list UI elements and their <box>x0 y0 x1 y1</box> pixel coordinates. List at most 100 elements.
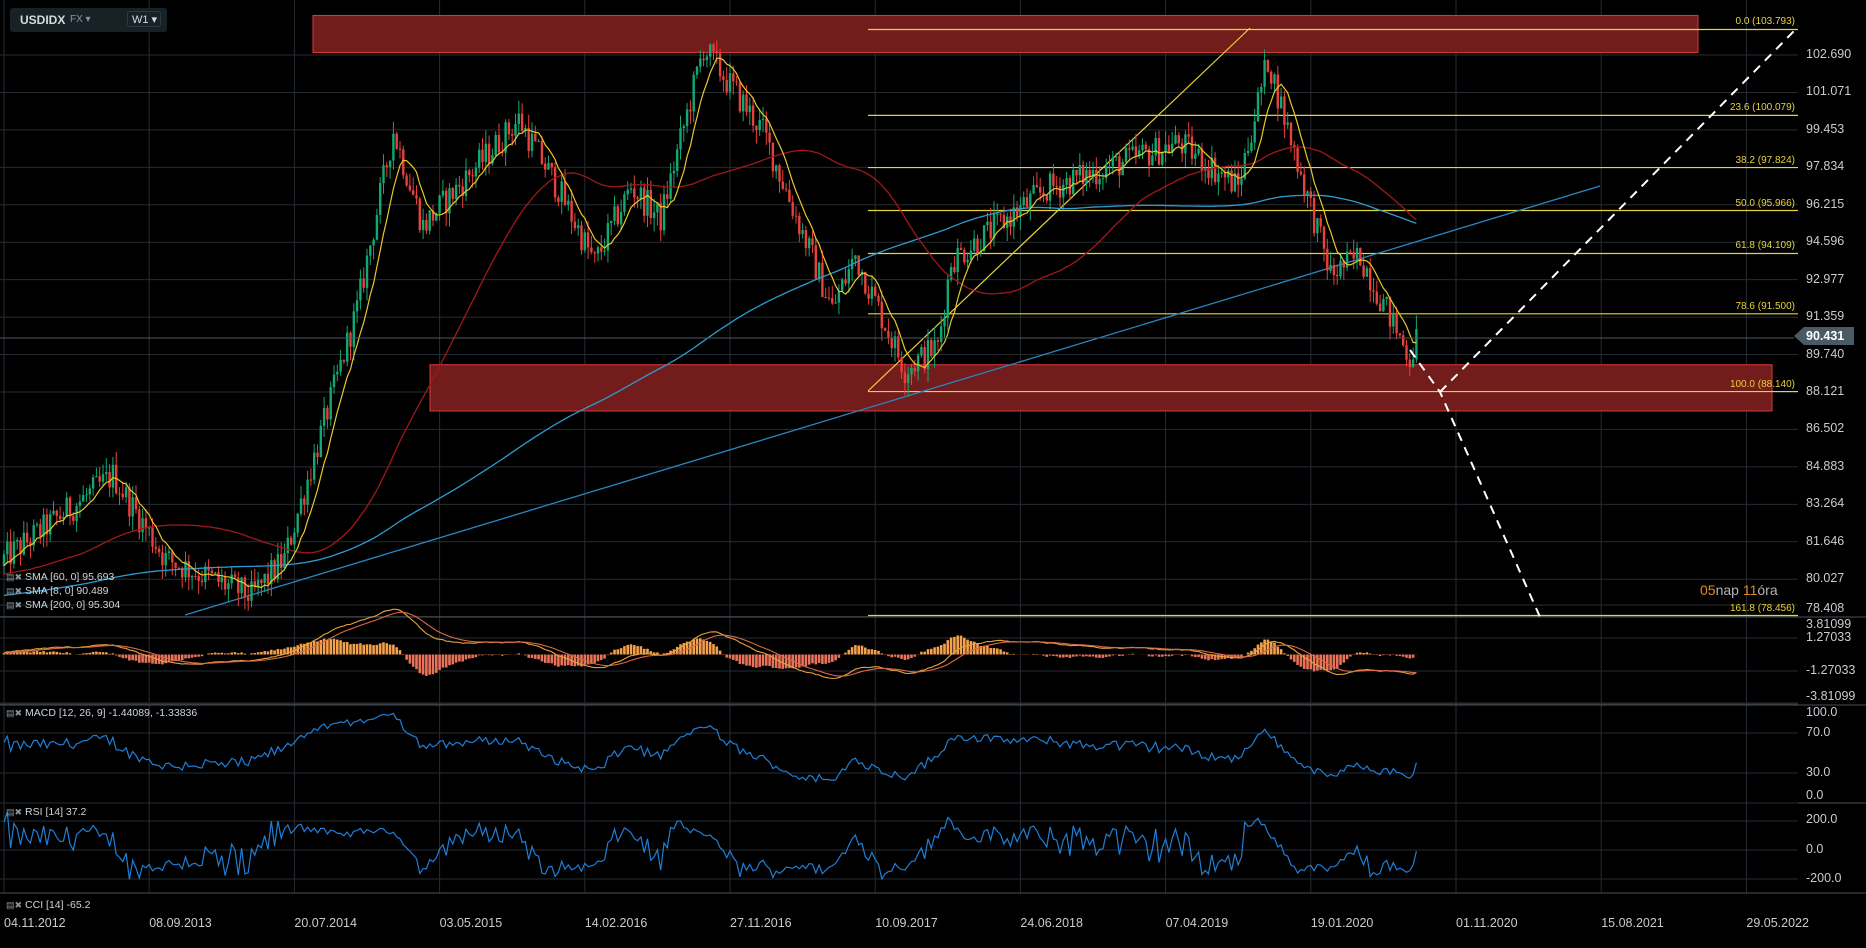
candle <box>659 193 662 242</box>
candle <box>184 551 187 583</box>
candle-body <box>1276 74 1279 109</box>
settings-icon[interactable]: ▤✖ <box>6 708 23 718</box>
price-axis-label: 78.408 <box>1806 601 1845 615</box>
macd-histogram-bar <box>438 654 441 671</box>
macd-histogram-bar <box>395 647 398 655</box>
macd-histogram-bar <box>121 654 125 659</box>
candle-body <box>164 552 167 566</box>
macd-histogram-bar <box>1329 654 1332 671</box>
macd-histogram-bar <box>725 654 728 658</box>
legend-sma60[interactable]: ▤✖ SMA [60, 0] 95.693 <box>6 571 114 583</box>
macd-histogram-bar <box>332 638 336 655</box>
candle <box>1336 264 1339 285</box>
candle <box>233 570 237 578</box>
candle <box>735 76 738 86</box>
candle <box>804 225 808 257</box>
candle-body <box>600 247 603 252</box>
candle <box>1266 59 1270 73</box>
settings-icon[interactable]: ▤✖ <box>6 586 23 596</box>
candle-body <box>303 498 306 505</box>
candle <box>167 546 171 560</box>
candle <box>6 532 9 564</box>
candle-body <box>58 515 62 520</box>
candle <box>613 195 616 226</box>
candle-body <box>676 149 679 171</box>
candle <box>847 259 850 293</box>
candle-body <box>1157 137 1161 165</box>
macd-histogram-bar <box>65 652 68 655</box>
legend-rsi[interactable]: ▤✖ RSI [14] 37.2 <box>6 806 86 818</box>
macd-histogram-bar <box>194 654 197 658</box>
macd-histogram-bar <box>913 654 917 657</box>
candle <box>996 203 999 226</box>
candle <box>438 194 441 221</box>
macd-histogram-bar <box>210 653 214 655</box>
candle <box>52 501 55 516</box>
price-axis-label: 86.502 <box>1806 421 1845 436</box>
settings-icon[interactable]: ▤✖ <box>6 600 23 610</box>
legend-macd[interactable]: ▤✖ MACD [12, 26, 9] -1.44089, -1.33836 <box>6 707 197 719</box>
candle-body <box>1147 149 1151 166</box>
candle-body <box>854 255 857 259</box>
candle-body <box>1035 185 1039 187</box>
macd-histogram-bar <box>55 651 59 655</box>
macd-histogram-bar <box>771 654 775 668</box>
candle-body <box>1329 264 1332 271</box>
candle <box>1184 130 1187 167</box>
candle-body <box>540 140 544 164</box>
candle-body <box>956 247 959 273</box>
candle-body <box>171 551 174 563</box>
candle <box>461 178 464 209</box>
price-axis-label: 96.215 <box>1806 196 1845 211</box>
legend-sma200[interactable]: ▤✖ SMA [200, 0] 95.304 <box>6 599 120 611</box>
candle <box>91 474 95 496</box>
candle-body <box>989 221 992 239</box>
macd-histogram-bar <box>52 651 55 655</box>
candle-body <box>115 464 118 494</box>
candle <box>49 509 52 542</box>
candle-body <box>418 198 421 231</box>
legend-sma8[interactable]: ▤✖ SMA [8, 0] 90.489 <box>6 585 109 597</box>
market-selector[interactable]: FX ▾ <box>70 14 91 25</box>
candle <box>946 273 949 331</box>
candle-body <box>1134 146 1138 157</box>
candle <box>940 315 943 352</box>
cci-line <box>3 811 1417 881</box>
macd-histogram-bar <box>1332 654 1336 670</box>
macd-histogram-bar <box>923 651 926 655</box>
candle <box>35 521 39 528</box>
legend-cci[interactable]: ▤✖ CCI [14] -65.2 <box>6 899 90 911</box>
candle-body <box>910 367 913 375</box>
candle-body <box>322 407 326 426</box>
price-axis-label: 84.883 <box>1806 458 1845 473</box>
settings-icon[interactable]: ▤✖ <box>6 572 23 582</box>
candle <box>649 180 652 225</box>
candle <box>299 485 303 517</box>
macd-histogram-bar <box>266 651 270 655</box>
macd-histogram-bar <box>1368 653 1372 655</box>
candle <box>339 349 342 376</box>
macd-histogram-bar <box>534 654 537 659</box>
macd-histogram-bar <box>88 652 92 655</box>
candle-body <box>936 340 940 342</box>
timeframe-selector[interactable]: W1 ▾ <box>127 11 161 27</box>
candle <box>157 545 161 557</box>
settings-icon[interactable]: ▤✖ <box>6 807 23 817</box>
settings-icon[interactable]: ▤✖ <box>6 900 23 910</box>
candle <box>362 267 365 293</box>
candle <box>920 344 923 358</box>
candle-body <box>666 194 669 199</box>
macd-histogram-bar <box>537 654 540 660</box>
candle-body <box>745 94 748 112</box>
candle <box>415 185 418 205</box>
candle-body <box>827 297 831 299</box>
cci-axis-label: -200.0 <box>1806 871 1842 885</box>
symbol-name[interactable]: USDIDX <box>20 13 66 27</box>
candle-body <box>299 498 303 514</box>
candle <box>527 114 530 159</box>
candle-body <box>451 188 454 199</box>
candle-body <box>379 183 382 215</box>
candle <box>1263 49 1266 95</box>
candle-body <box>256 580 260 588</box>
